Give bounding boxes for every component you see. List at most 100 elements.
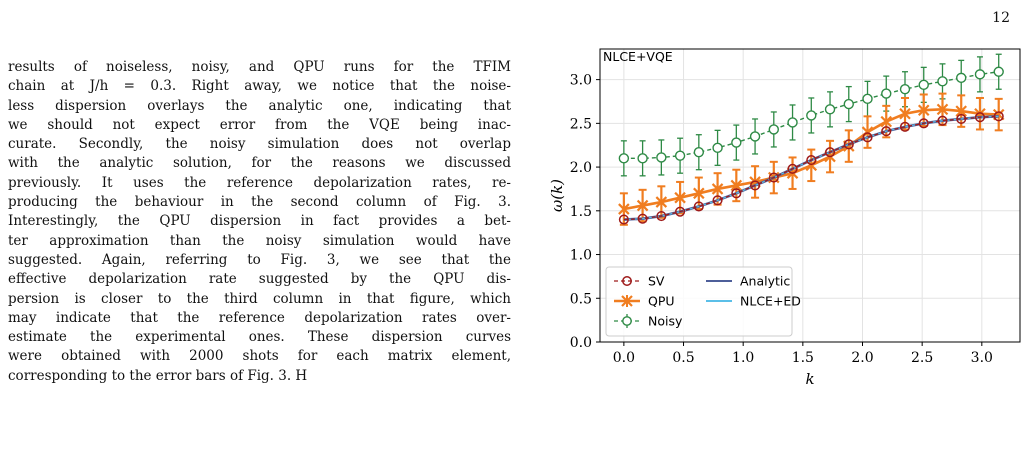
qpu-point bbox=[693, 187, 705, 200]
qpu-point bbox=[936, 103, 949, 116]
legend-marker-qpu bbox=[621, 295, 633, 307]
qpu-point bbox=[880, 115, 893, 128]
y-axis-label: ω(k) bbox=[548, 179, 566, 212]
body-line: with the analytic solution, for the reas… bbox=[8, 155, 511, 172]
noisy-point bbox=[956, 72, 967, 84]
legend-label: SV bbox=[648, 274, 665, 289]
qpu-point bbox=[917, 104, 930, 117]
sv-point bbox=[675, 206, 686, 217]
y-tick-label: 2.5 bbox=[570, 116, 592, 132]
body-line: estimate the experimental ones. These di… bbox=[8, 329, 511, 346]
noisy-point bbox=[806, 110, 817, 121]
x-tick-label: 2.5 bbox=[911, 350, 933, 366]
body-line: curate. Secondly, the noisy simulation d… bbox=[8, 136, 511, 153]
sv-point bbox=[974, 112, 986, 123]
dispersion-chart: 0.0 0.5 1.0 1.5 2.0 2.5 3.0 0.0 0.5 1.0 1.5 2.0 2.5 3… bbox=[548, 48, 1021, 388]
qpu-point bbox=[899, 107, 911, 120]
x-tick-label: 1.0 bbox=[732, 350, 754, 366]
chart-axes bbox=[599, 48, 1021, 343]
page-number: 12 bbox=[992, 10, 1010, 26]
sv-point bbox=[862, 132, 873, 143]
noisy-point bbox=[768, 124, 779, 135]
noisy-point bbox=[656, 152, 667, 163]
noisy-point bbox=[618, 153, 630, 164]
noisy-point bbox=[787, 117, 798, 128]
noisy-point bbox=[824, 104, 836, 115]
body-line: suggested. Again, referring to Fig. 3, w… bbox=[8, 251, 511, 268]
panel-label: NLCE+VQE bbox=[603, 49, 673, 64]
sv-point bbox=[637, 213, 648, 224]
body-line: persion is closer to the third column in… bbox=[8, 290, 511, 307]
sv-point bbox=[693, 201, 704, 212]
sv-point bbox=[731, 188, 742, 199]
body-line: less dispersion overlays the analytic on… bbox=[8, 97, 511, 114]
plot-frame bbox=[599, 48, 1021, 343]
noisy-point bbox=[693, 147, 705, 158]
qpu-point bbox=[618, 203, 630, 215]
x-tick-label: 3.0 bbox=[971, 350, 993, 366]
sv-point bbox=[881, 126, 892, 137]
sv-point bbox=[806, 155, 817, 166]
noisy-point bbox=[712, 142, 723, 154]
noisy-point bbox=[674, 150, 686, 161]
y-tick-label: 1.0 bbox=[570, 248, 592, 264]
body-line: effective depolarization rate suggested … bbox=[8, 271, 511, 288]
y-tick-label: 0.0 bbox=[570, 335, 592, 351]
body-line: were obtained with 2000 shots for each m… bbox=[8, 348, 511, 365]
noisy-point bbox=[899, 84, 911, 95]
legend-label: Noisy bbox=[648, 314, 683, 329]
noisy-point bbox=[937, 76, 948, 87]
legend-marker-noisy bbox=[622, 316, 632, 326]
legend-label: QPU bbox=[648, 294, 675, 309]
x-tick-label: 0.0 bbox=[613, 350, 635, 366]
body-line: may indicate that the reference depolari… bbox=[8, 309, 511, 326]
qpu-point bbox=[955, 105, 968, 117]
body-line: results of noiseless, noisy, and QPU run… bbox=[8, 59, 511, 75]
sv-point bbox=[824, 147, 836, 158]
plot-area bbox=[618, 53, 1005, 226]
body-line: corresponding to the error bars of Fig. … bbox=[8, 367, 308, 384]
x-tick-label: 1.5 bbox=[792, 350, 814, 366]
noisy-point bbox=[862, 93, 873, 105]
qpu-point bbox=[711, 183, 724, 195]
sv-point bbox=[993, 111, 1004, 122]
noisy-point bbox=[881, 88, 892, 99]
sv-point bbox=[656, 211, 667, 222]
y-tick-label: 2.0 bbox=[570, 160, 592, 176]
y-tick-label: 0.5 bbox=[570, 291, 592, 307]
x-tick-label: 2.0 bbox=[851, 350, 873, 366]
legend-marker-sv bbox=[622, 276, 632, 286]
noisy-point bbox=[843, 98, 854, 110]
body-line: we should not expect error from the VQE … bbox=[8, 116, 511, 133]
sv-point bbox=[899, 121, 911, 132]
noisy-point bbox=[731, 137, 742, 148]
body-line: Interestingly, the QPU dispersion in fac… bbox=[8, 213, 511, 230]
y-tick-label: 1.5 bbox=[570, 204, 592, 220]
sv-point bbox=[618, 214, 629, 225]
qpu-point bbox=[655, 196, 668, 208]
y-tick-label: 3.0 bbox=[570, 73, 592, 89]
body-line: chain at J/h = 0.3. Right away, we notic… bbox=[8, 78, 511, 95]
sv-point bbox=[937, 115, 948, 126]
legend-frame bbox=[605, 266, 793, 337]
chart-ticks: 0.0 0.5 1.0 1.5 2.0 2.5 3.0 0.0 0.5 1.0 1.5 2.0 2.5 3… bbox=[570, 73, 993, 366]
qpu-point bbox=[674, 191, 686, 204]
sv-point bbox=[956, 113, 967, 125]
body-line: ter approximation than the noisy simulat… bbox=[8, 232, 511, 249]
sv-point bbox=[787, 163, 798, 174]
legend-label: Analytic bbox=[740, 274, 790, 289]
noisy-point bbox=[749, 131, 761, 142]
qpu-point bbox=[636, 199, 649, 212]
legend-label: NLCE+ED bbox=[740, 294, 801, 309]
sv-point bbox=[750, 180, 761, 191]
noisy-point bbox=[993, 66, 1004, 77]
noisy-point bbox=[918, 79, 929, 91]
noisy-point bbox=[974, 69, 986, 80]
series-line-noisy bbox=[623, 71, 999, 160]
x-tick-label: 0.5 bbox=[672, 350, 694, 366]
body-line: producing the behaviour in the second co… bbox=[8, 194, 511, 211]
body-line: previously. It uses the reference depola… bbox=[8, 174, 511, 191]
chart-legend: SV QPU Noisy Analytic NLCE+ED bbox=[605, 266, 801, 337]
noisy-point bbox=[637, 153, 648, 164]
sv-point bbox=[712, 195, 723, 206]
